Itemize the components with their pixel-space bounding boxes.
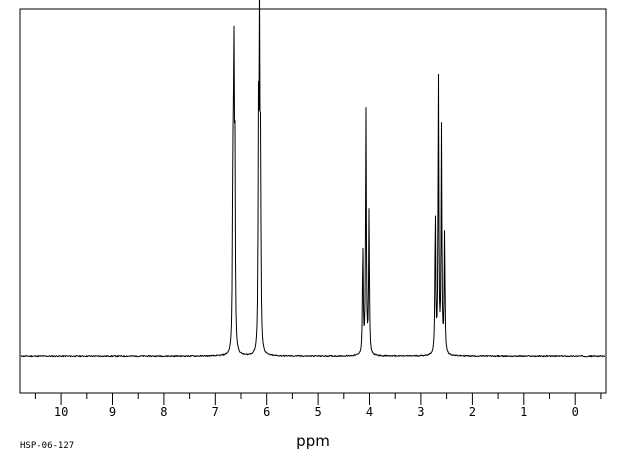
x-axis-title: ppm <box>296 432 330 450</box>
x-tick-label: 9 <box>109 405 116 419</box>
x-tick-label: 8 <box>160 405 167 419</box>
x-tick-label: 10 <box>54 405 68 419</box>
x-tick-label: 1 <box>520 405 527 419</box>
x-tick-label: 0 <box>572 405 579 419</box>
x-tick-label: 2 <box>469 405 476 419</box>
x-tick-label: 5 <box>314 405 321 419</box>
spectrum-trace <box>20 0 606 358</box>
plot-frame <box>19 8 607 394</box>
x-tick-label: 4 <box>366 405 373 419</box>
sample-id-label: HSP-06-127 <box>20 441 74 451</box>
x-tick-label: 7 <box>212 405 219 419</box>
x-tick-label: 3 <box>417 405 424 419</box>
x-axis-tick-labels: 10 9 8 7 6 5 4 3 2 1 0 <box>54 405 579 419</box>
x-axis-ticks <box>34 393 602 405</box>
x-tick-label: 6 <box>263 405 270 419</box>
